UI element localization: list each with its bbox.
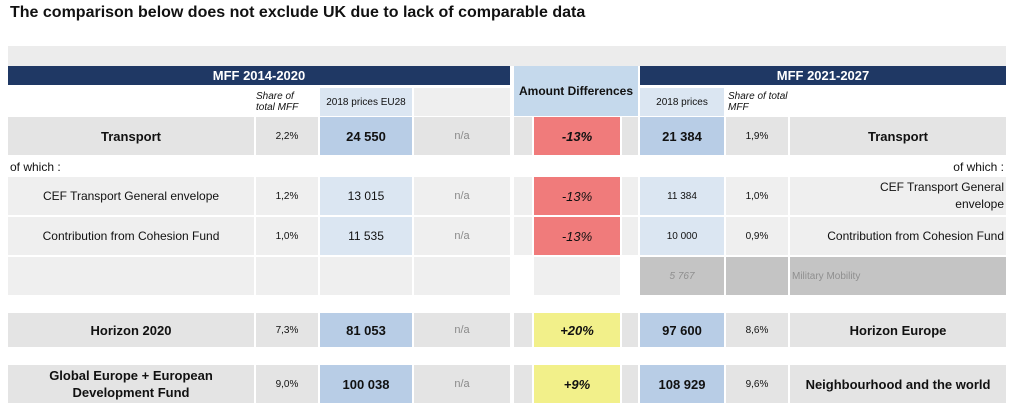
cohesion-left-share: 1,0% <box>256 217 318 255</box>
top-band <box>8 46 1006 66</box>
cef-left-label: CEF Transport General envelope <box>8 177 254 215</box>
right-prices-subheader: 2018 prices <box>640 88 724 116</box>
page-title: The comparison below does not exclude UK… <box>10 4 586 21</box>
horizon-diff: +20% <box>534 313 620 347</box>
left-blank-subheader <box>414 88 510 116</box>
horizon-left-amount: 81 053 <box>320 313 412 347</box>
cef-right-label-line2: envelope <box>955 197 1004 211</box>
global-diff: +9% <box>534 365 620 403</box>
global-right-share: 9,6% <box>726 365 788 403</box>
cohesion-spacer-right <box>622 217 638 255</box>
global-na: n/a <box>414 365 510 403</box>
transport-diff: -13% <box>534 117 620 155</box>
horizon-right-label: Horizon Europe <box>790 313 1006 347</box>
cef-na: n/a <box>414 177 510 215</box>
amount-differences-label: Amount Differences <box>518 84 634 98</box>
military-left-blank-1 <box>8 257 254 295</box>
cef-left-amount: 13 015 <box>320 177 412 215</box>
horizon-left-label: Horizon 2020 <box>8 313 254 347</box>
transport-right-amount: 21 384 <box>640 117 724 155</box>
transport-left-amount: 24 550 <box>320 117 412 155</box>
military-right-amount: 5 767 <box>640 257 724 295</box>
horizon-spacer-right <box>622 313 638 347</box>
transport-spacer-right <box>622 117 638 155</box>
horizon-right-share: 8,6% <box>726 313 788 347</box>
horizon-right-amount: 97 600 <box>640 313 724 347</box>
cef-diff: -13% <box>534 177 620 215</box>
military-left-blank-2 <box>256 257 318 295</box>
cohesion-na: n/a <box>414 217 510 255</box>
cef-right-share: 1,0% <box>726 177 788 215</box>
global-left-label-line2: Development Fund <box>72 385 190 400</box>
left-prices-subheader: 2018 prices EU28 <box>320 88 412 116</box>
horizon-na: n/a <box>414 313 510 347</box>
global-left-label: Global Europe + European Development Fun… <box>8 365 254 403</box>
military-diff-blank <box>534 257 620 295</box>
global-right-label: Neighbourhood and the world <box>790 365 1006 403</box>
amount-differences-header: Amount Differences <box>514 66 638 116</box>
military-right-label: Military Mobility <box>790 257 1006 295</box>
right-share-subheader: Share of total MFF <box>728 90 788 113</box>
military-right-share-blank <box>726 257 788 295</box>
transport-left-share: 2,2% <box>256 117 318 155</box>
cef-spacer-right <box>622 177 638 215</box>
global-spacer-left <box>514 365 532 403</box>
cohesion-right-share: 0,9% <box>726 217 788 255</box>
cohesion-right-amount: 10 000 <box>640 217 724 255</box>
global-right-amount: 108 929 <box>640 365 724 403</box>
mff-2021-2027-header: MFF 2021-2027 <box>640 66 1006 85</box>
global-spacer-right <box>622 365 638 403</box>
military-left-blank-4 <box>414 257 510 295</box>
cef-right-label: CEF Transport General envelope <box>790 177 1006 215</box>
cohesion-left-amount: 11 535 <box>320 217 412 255</box>
left-share-subheader: Share of total MFF <box>256 90 299 113</box>
horizon-left-share: 7,3% <box>256 313 318 347</box>
cohesion-left-label: Contribution from Cohesion Fund <box>8 217 254 255</box>
of-which-left: of which : <box>10 160 61 174</box>
transport-right-label: Transport <box>790 117 1006 155</box>
global-left-label-line1: Global Europe + European <box>49 368 213 383</box>
transport-left-label: Transport <box>8 117 254 155</box>
cef-spacer-left <box>514 177 532 215</box>
cohesion-right-label: Contribution from Cohesion Fund <box>790 217 1006 255</box>
of-which-right: of which : <box>953 160 1004 174</box>
cef-right-label-line1: CEF Transport General <box>879 180 1004 194</box>
cohesion-diff: -13% <box>534 217 620 255</box>
transport-right-share: 1,9% <box>726 117 788 155</box>
cef-right-amount: 11 384 <box>640 177 724 215</box>
horizon-spacer-left <box>514 313 532 347</box>
military-left-blank-3 <box>320 257 412 295</box>
global-left-share: 9,0% <box>256 365 318 403</box>
mff-2014-2020-header: MFF 2014-2020 <box>8 66 510 85</box>
global-left-amount: 100 038 <box>320 365 412 403</box>
cohesion-spacer-left <box>514 217 532 255</box>
transport-na: n/a <box>414 117 510 155</box>
transport-spacer-left <box>514 117 532 155</box>
cef-left-share: 1,2% <box>256 177 318 215</box>
